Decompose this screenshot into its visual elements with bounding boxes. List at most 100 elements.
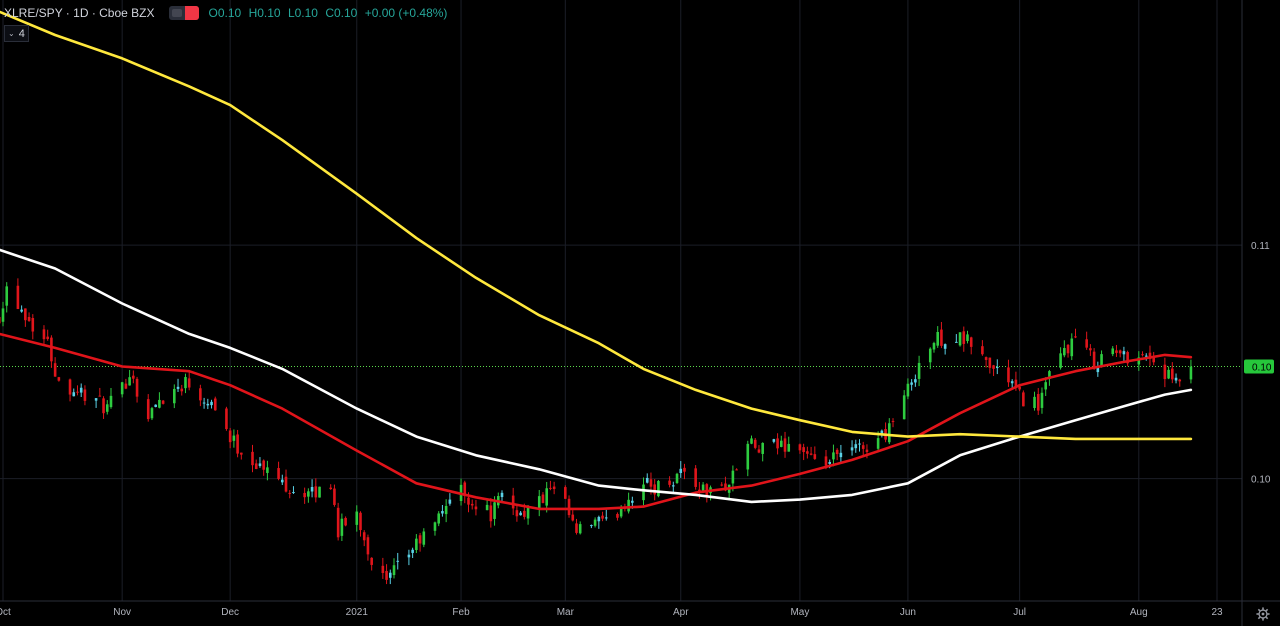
candle-body — [236, 434, 239, 454]
candle-body — [914, 379, 917, 383]
candle-body — [370, 557, 373, 565]
candle-body — [679, 468, 683, 474]
candle-body — [388, 572, 392, 578]
candle-body — [1018, 386, 1021, 390]
candle-body — [802, 447, 805, 453]
x-tick-label: Dec — [221, 607, 239, 618]
low-value: L0.10 — [287, 6, 318, 20]
candle-body — [232, 435, 236, 441]
candle-body — [649, 479, 653, 487]
candle-body — [601, 515, 604, 519]
x-tick-label: Oct — [0, 607, 11, 618]
indicator-count: 4 — [18, 27, 25, 40]
candle-body — [407, 554, 411, 558]
candle-body — [146, 399, 150, 420]
candle-body — [415, 538, 418, 550]
candle-body — [943, 344, 947, 349]
candle-body — [545, 488, 548, 506]
candle-body — [254, 463, 258, 469]
candle-body — [757, 449, 761, 453]
candle-body — [251, 451, 254, 466]
x-tick-label: May — [790, 607, 809, 618]
candle-body — [593, 519, 597, 526]
candle-body — [362, 532, 366, 541]
candle-body — [731, 470, 735, 484]
candle-body — [564, 487, 567, 499]
candle-body — [1040, 392, 1044, 408]
candle-body — [657, 481, 660, 497]
candle-body — [199, 388, 202, 401]
candle-body — [541, 494, 545, 503]
candle-body — [597, 516, 601, 522]
candle-body — [1092, 351, 1096, 369]
gear-icon[interactable] — [1256, 607, 1270, 621]
candle-body — [0, 317, 1, 324]
candle-body — [798, 444, 802, 451]
candle-body — [1174, 377, 1178, 381]
candle-body — [701, 484, 705, 491]
candle-body — [180, 388, 184, 392]
candle-body — [1, 308, 5, 322]
candle-body — [1152, 355, 1155, 363]
candle-body — [105, 404, 109, 412]
candle-body — [120, 382, 124, 395]
candle-body — [213, 398, 217, 411]
moving-average-mid-line — [0, 248, 1193, 504]
candle-body — [102, 398, 105, 414]
last-price-label: 0.10 — [1252, 363, 1272, 374]
candle-body — [1066, 344, 1070, 354]
candle-body — [887, 423, 891, 443]
candle-body — [995, 367, 999, 369]
candle-body — [310, 487, 314, 492]
candle-body — [694, 468, 697, 487]
candle-body — [284, 476, 288, 492]
candle-body — [1144, 355, 1148, 357]
candle-body — [1048, 371, 1051, 379]
candle-body — [858, 443, 861, 445]
candle-body — [720, 484, 724, 486]
candle-body — [1036, 394, 1040, 411]
candle-body — [1167, 369, 1170, 379]
candle-body — [932, 343, 936, 350]
x-tick-label: Aug — [1130, 607, 1148, 618]
candle-body — [880, 430, 884, 435]
candle-body — [735, 469, 738, 471]
candle-body — [839, 452, 843, 458]
eye-toggle-icon[interactable] — [168, 6, 199, 20]
symbol-label[interactable]: XLRE/SPY · 1D · Cboe BZX — [4, 6, 155, 20]
candle-body — [653, 484, 656, 495]
candle-body — [809, 453, 813, 455]
candle-body — [1122, 351, 1126, 355]
candle-body — [1022, 392, 1025, 407]
candle-body — [1178, 379, 1182, 382]
candle-body — [1141, 354, 1144, 356]
y-tick-label: 0.11 — [1251, 241, 1270, 252]
candle-body — [992, 365, 995, 369]
indicator-badge[interactable]: ⌄ 4 — [4, 25, 29, 42]
candle-body — [616, 513, 619, 518]
candle-body — [355, 511, 359, 525]
candle-body — [981, 346, 984, 355]
candle-body — [850, 447, 854, 451]
candle-body — [806, 451, 809, 454]
candle-body — [124, 383, 128, 389]
candle-body — [1070, 338, 1074, 357]
candle-body — [485, 504, 489, 511]
candle-body — [385, 570, 388, 580]
candle-body — [1118, 350, 1122, 354]
candle-body — [422, 531, 426, 545]
candle-body — [1126, 352, 1129, 364]
candle-body — [42, 329, 46, 340]
candle-body — [835, 449, 839, 455]
candle-body — [828, 461, 832, 464]
candle-body — [448, 499, 452, 504]
candle-body — [489, 505, 493, 522]
candle-body — [444, 505, 448, 515]
candle-body — [724, 483, 727, 491]
chart-header: XLRE/SPY · 1D · Cboe BZX O0.10 H0.10 L0.… — [4, 5, 451, 21]
candle-body — [515, 510, 519, 517]
candle-body — [359, 512, 362, 531]
candle-body — [83, 389, 87, 401]
candle-body — [1137, 357, 1141, 365]
